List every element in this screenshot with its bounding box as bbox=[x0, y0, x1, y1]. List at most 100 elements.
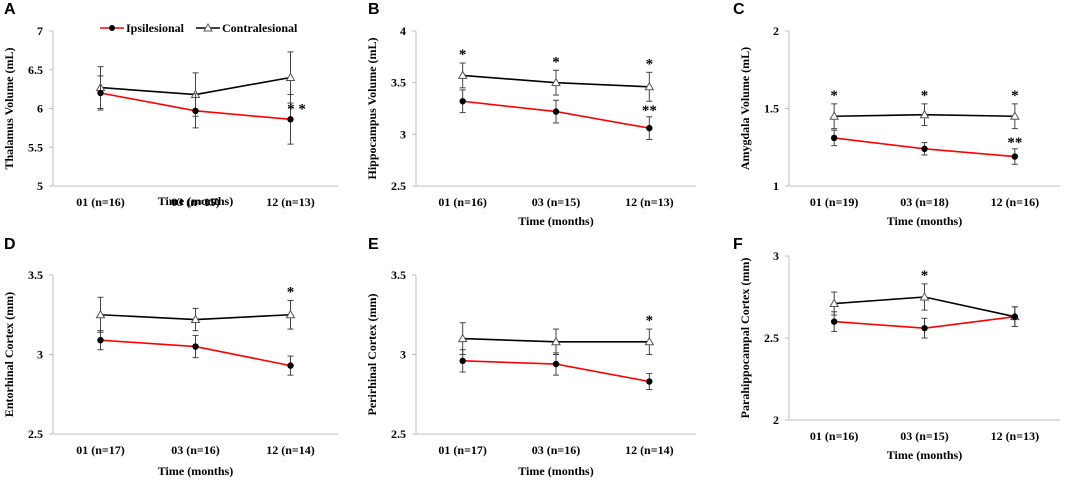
chart-panel-d: D 2.5 3 3.5 01 (n=17) 03 (n=16) 12 (n=14) Time … bbox=[2, 236, 338, 478]
y-axis-label: Amygdala Volume (mL) bbox=[738, 47, 752, 170]
chart-panel-a: A 5 5.5 6 6.5 7 01 (n=16) 03 (n=15) 12 (n=13) Tim… bbox=[2, 1, 338, 209]
y-tick-label: 6 bbox=[37, 102, 43, 116]
y-tick-label: 6.5 bbox=[28, 63, 43, 77]
ipsilesional-point bbox=[646, 378, 653, 385]
y-tick-label: 3.5 bbox=[391, 76, 406, 90]
x-tick-label: 03 (n=15) bbox=[171, 195, 220, 209]
ipsilesional-point bbox=[552, 108, 560, 115]
significance-marker: * bbox=[287, 284, 295, 300]
significance-marker: * bbox=[646, 313, 654, 329]
x-axis-label: Time (months) bbox=[518, 214, 593, 228]
ipsilesional-point bbox=[459, 98, 466, 105]
ipsilesional-point bbox=[287, 116, 294, 123]
ipsilesional-point bbox=[921, 324, 928, 332]
x-tick-label: 12 (n=13) bbox=[991, 429, 1040, 443]
contralesional-point bbox=[551, 336, 561, 346]
contralesional-point bbox=[457, 70, 468, 79]
ipsilesional-point bbox=[459, 357, 466, 365]
x-tick-label: 01 (n=19) bbox=[810, 195, 859, 209]
x-tick-label: 12 (n=13) bbox=[266, 195, 315, 209]
x-axis-label: Time (months) bbox=[158, 464, 233, 478]
legend-contralesional-label: Contralesional bbox=[222, 21, 298, 35]
contralesional-point bbox=[644, 81, 655, 91]
panel-letter: F bbox=[733, 236, 743, 253]
ipsilesional-point bbox=[97, 336, 104, 344]
chart-panel-b: B 2.5 3 3.5 4 01 (n=16) 03 (n=15) 12 (n=13) Time… bbox=[365, 1, 696, 228]
x-tick-label: 01 (n=16) bbox=[810, 429, 859, 443]
ipsilesional-point bbox=[192, 107, 199, 115]
y-tick-label: 1 bbox=[773, 179, 779, 193]
y-tick-label: 3 bbox=[37, 348, 43, 362]
x-axis-label: Time (months) bbox=[158, 194, 233, 208]
x-tick-label: 12 (n=14) bbox=[266, 443, 315, 457]
significance-marker: * * bbox=[287, 101, 306, 117]
y-tick-label: 4 bbox=[400, 24, 406, 38]
x-tick-label: 03 (n=18) bbox=[900, 195, 949, 209]
ipsilesional-point bbox=[830, 318, 838, 325]
ipsilesional-point bbox=[1011, 313, 1019, 320]
contralesional-point bbox=[285, 72, 296, 81]
significance-marker: * bbox=[921, 88, 929, 104]
significance-marker: * bbox=[1011, 88, 1019, 104]
significance-marker: ** bbox=[1007, 135, 1022, 151]
y-tick-label: 2.5 bbox=[28, 427, 43, 441]
ipsilesional-point bbox=[646, 124, 653, 132]
contralesional-point bbox=[551, 77, 561, 87]
y-axis-label: Parahippocampal Cortex (mm) bbox=[738, 258, 752, 419]
x-tick-label: 03 (n=15) bbox=[532, 195, 581, 209]
panel-letter: D bbox=[4, 236, 16, 253]
contralesional-point bbox=[457, 333, 468, 343]
panel-letter: A bbox=[4, 1, 16, 18]
y-axis-label: Perirhinal Cortex (mm) bbox=[365, 294, 379, 416]
significance-marker: * bbox=[830, 88, 838, 104]
x-tick-label: 01 (n=17) bbox=[76, 443, 125, 457]
ipsilesional-point bbox=[921, 145, 928, 152]
x-axis-label: Time (months) bbox=[887, 448, 962, 462]
chart-panel-c: C 1 1.5 2 01 (n=19) 03 (n=18) 12 (n=16) Time (m… bbox=[733, 1, 1060, 228]
y-tick-label: 5 bbox=[37, 179, 43, 193]
y-tick-label: 2 bbox=[773, 24, 779, 38]
ipsilesional-point bbox=[830, 134, 838, 142]
contralesional-point bbox=[1009, 111, 1020, 120]
x-tick-label: 12 (n=13) bbox=[625, 195, 674, 209]
chart-panel-f: F 2 2.5 3 01 (n=16) 03 (n=15) 12 (n=13) Time (m… bbox=[733, 236, 1060, 462]
y-tick-label: 3 bbox=[400, 127, 406, 141]
panel-letter: B bbox=[368, 1, 380, 18]
y-tick-label: 7 bbox=[37, 24, 43, 38]
y-tick-label: 2.5 bbox=[391, 427, 406, 441]
legend-ipsilesional-label: Ipsilesional bbox=[126, 21, 185, 35]
x-tick-label: 03 (n=16) bbox=[532, 443, 581, 457]
y-axis-label: Thalamus Volume (mL) bbox=[2, 47, 16, 169]
y-axis-label: Entorhinal Cortex (mm) bbox=[2, 292, 16, 417]
y-tick-label: 5.5 bbox=[28, 140, 43, 154]
panel-letter: C bbox=[733, 1, 745, 18]
y-tick-label: 2.5 bbox=[764, 331, 779, 345]
legend-ipsilesional-marker bbox=[109, 25, 115, 31]
x-tick-label: 03 (n=15) bbox=[900, 429, 949, 443]
x-tick-label: 03 (n=16) bbox=[171, 443, 220, 457]
y-tick-label: 3.5 bbox=[391, 268, 406, 282]
chart-panel-e: E 2.5 3 3.5 01 (n=17) 03 (n=16) 12 (n=14) Time … bbox=[365, 236, 696, 478]
y-tick-label: 3 bbox=[400, 348, 406, 362]
contralesional-point bbox=[95, 309, 106, 319]
x-axis-label: Time (months) bbox=[518, 464, 593, 478]
y-tick-label: 1.5 bbox=[764, 102, 779, 116]
contralesional-point bbox=[919, 109, 930, 119]
contralesional-point bbox=[829, 298, 840, 308]
significance-marker: * bbox=[646, 56, 654, 72]
contralesional-point bbox=[919, 291, 930, 301]
x-tick-label: 01 (n=17) bbox=[438, 443, 487, 457]
ipsilesional-point bbox=[287, 362, 294, 369]
legend-contralesional-marker bbox=[203, 22, 213, 32]
significance-marker: * bbox=[552, 54, 560, 70]
ipsilesional-point bbox=[192, 343, 199, 350]
panel-letter: E bbox=[368, 236, 379, 253]
significance-marker: * bbox=[921, 268, 929, 284]
contralesional-point bbox=[285, 309, 296, 319]
y-tick-label: 2 bbox=[773, 413, 779, 427]
x-tick-label: 01 (n=16) bbox=[438, 195, 487, 209]
x-tick-label: 12 (n=16) bbox=[991, 195, 1040, 209]
y-axis-label: Hippocampus Volume (mL) bbox=[365, 37, 379, 179]
